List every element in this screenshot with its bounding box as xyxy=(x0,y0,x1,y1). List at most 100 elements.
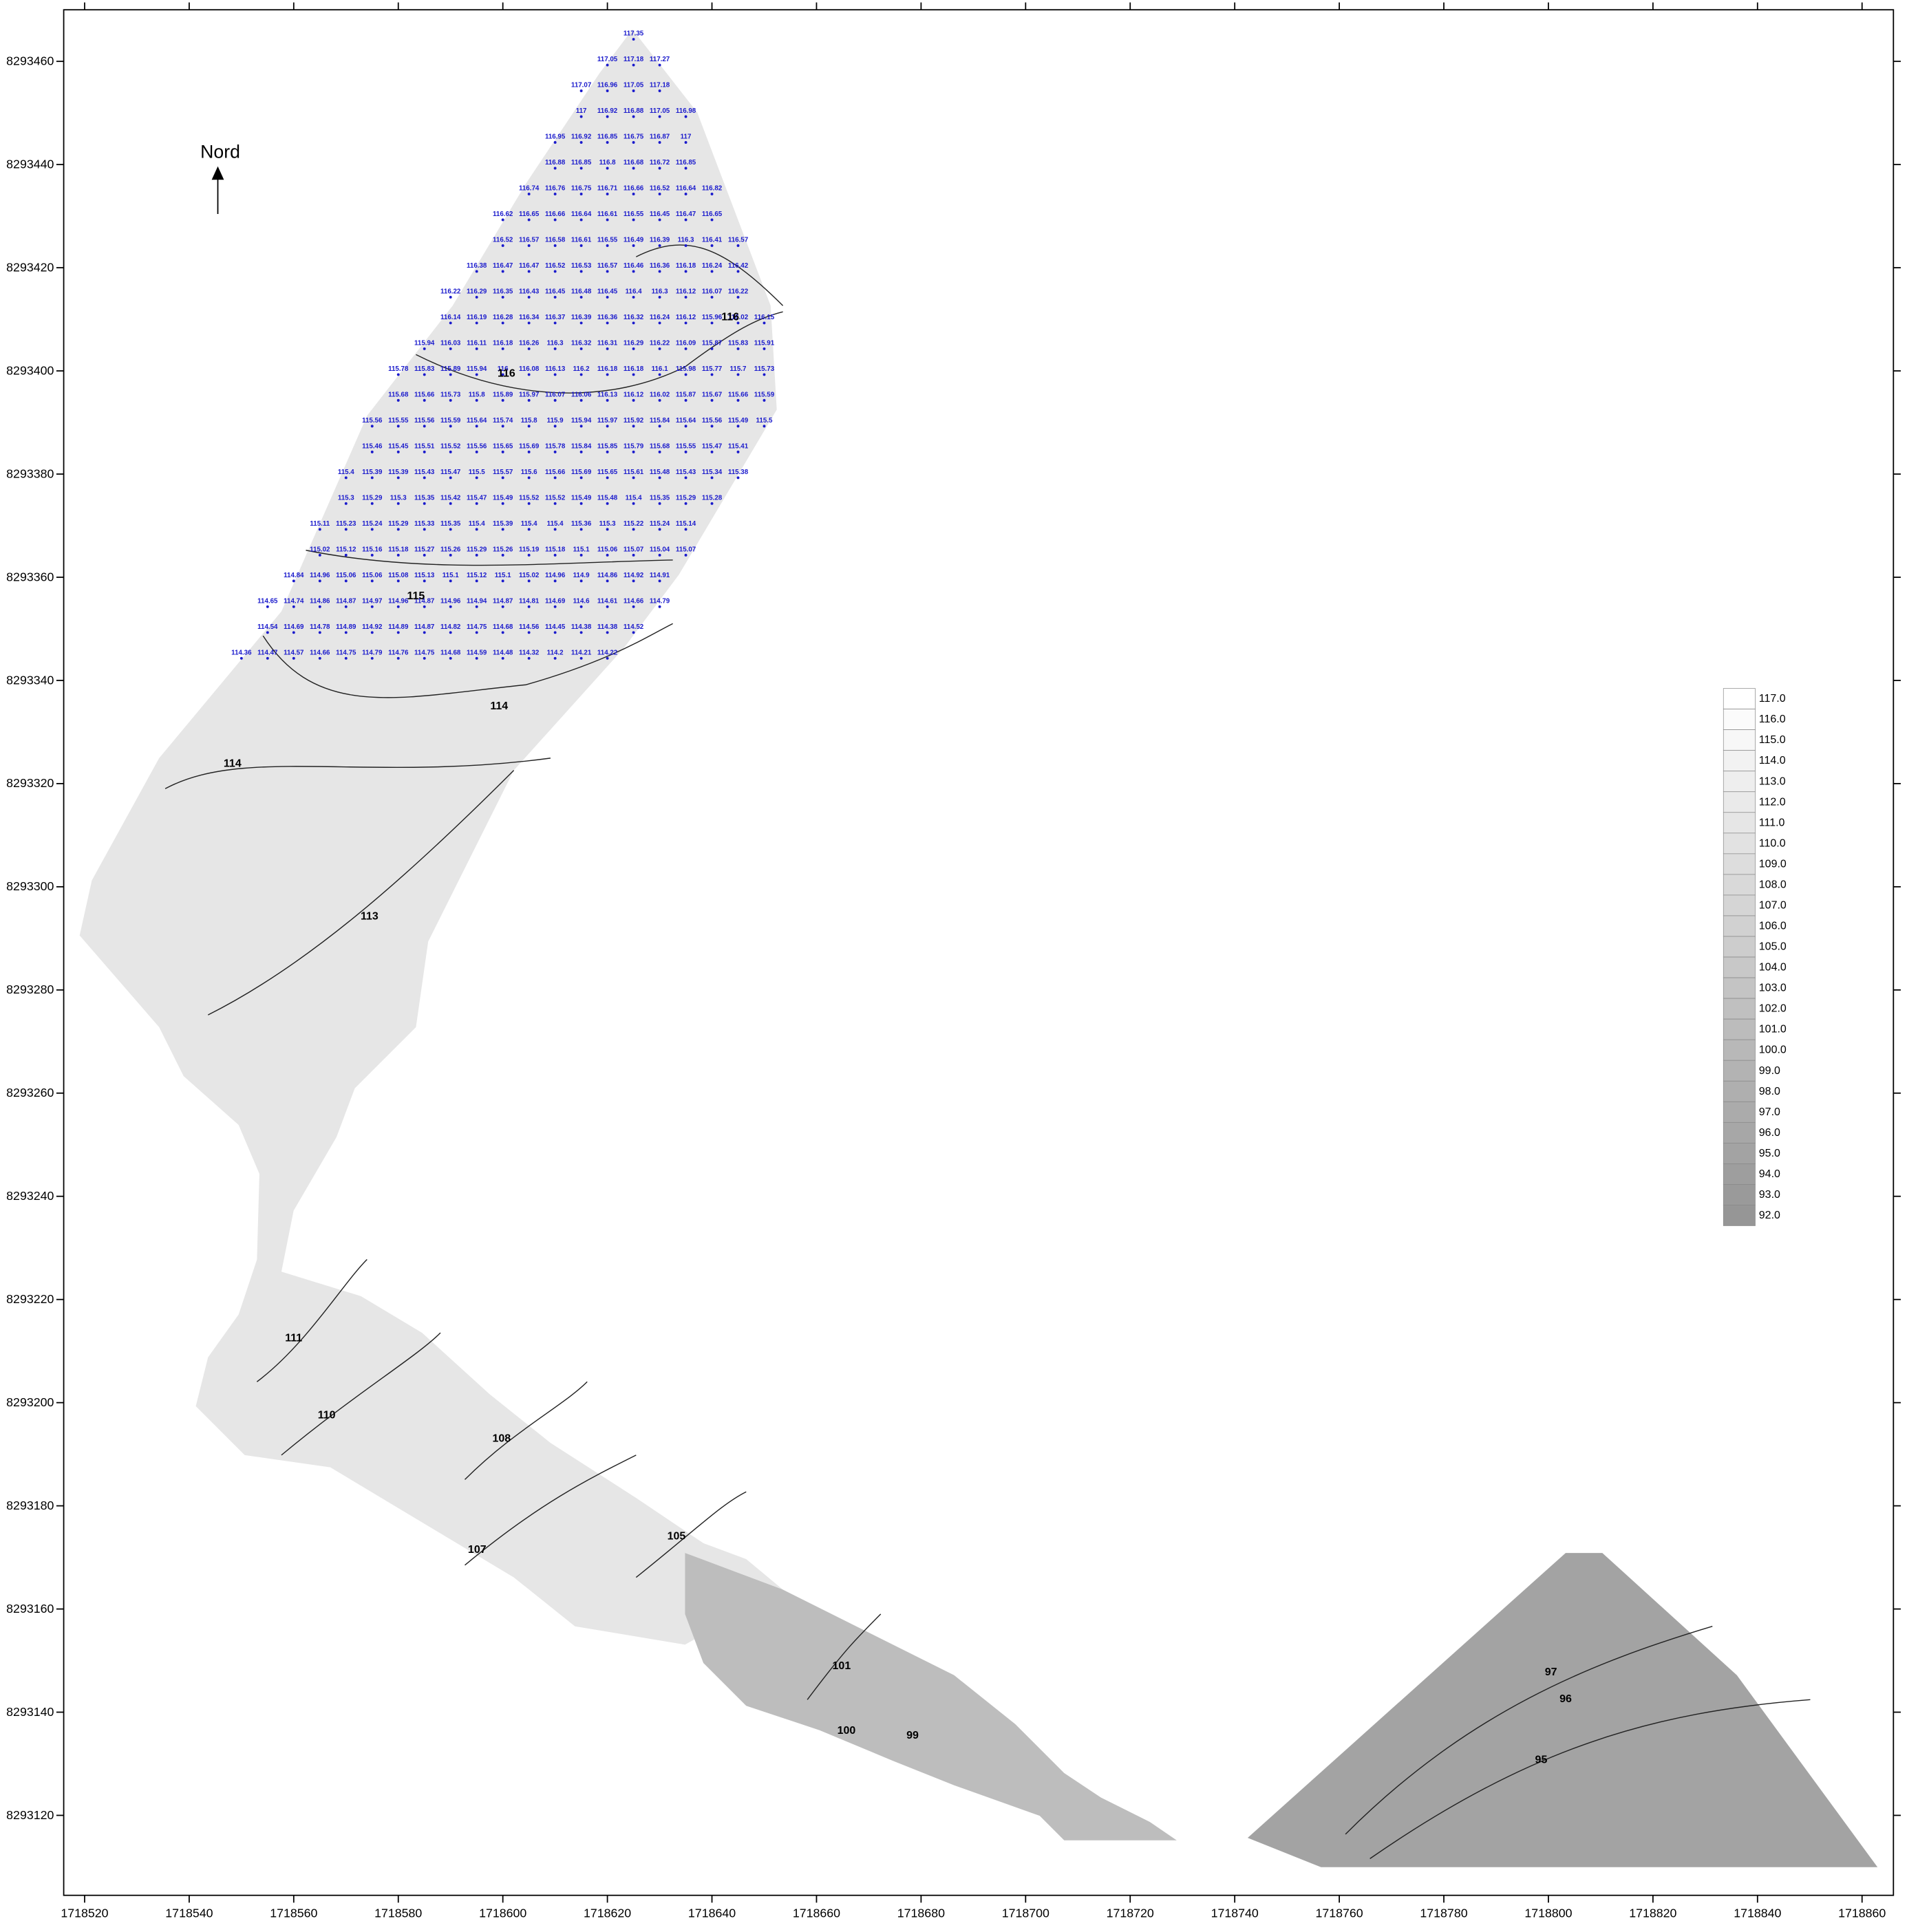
spot-height: 116.53 xyxy=(571,262,592,270)
spot-point xyxy=(685,193,688,195)
spot-point xyxy=(266,605,269,608)
spot-height: 114.54 xyxy=(257,623,278,631)
spot-height: 114.79 xyxy=(362,649,383,656)
spot-point xyxy=(502,399,504,402)
spot-height: 116.55 xyxy=(624,211,644,218)
spot-height: 115.56 xyxy=(702,417,723,425)
spot-height: 115.48 xyxy=(650,469,670,476)
spot-height: 114.75 xyxy=(336,649,356,656)
spot-height: 114.84 xyxy=(284,572,304,579)
spot-height: 116.68 xyxy=(624,159,644,167)
y-tick-label: 8293280 xyxy=(6,983,54,996)
spot-point xyxy=(632,193,635,195)
spot-height: 116.61 xyxy=(597,211,618,218)
x-tick-label: 1718760 xyxy=(1315,1907,1363,1920)
spot-point xyxy=(528,451,531,453)
spot-point xyxy=(554,321,557,324)
legend-label: 111.0 xyxy=(1759,817,1785,828)
spot-height: 116.12 xyxy=(624,391,644,399)
spot-height: 116.52 xyxy=(493,237,513,244)
spot-point xyxy=(528,296,531,299)
spot-point xyxy=(502,502,504,505)
spot-height: 116.58 xyxy=(545,237,566,244)
spot-height: 115.33 xyxy=(414,520,435,528)
spot-point xyxy=(659,296,661,299)
spot-point xyxy=(606,141,609,144)
spot-point xyxy=(659,116,661,118)
spot-point xyxy=(685,321,688,324)
spot-height: 115.47 xyxy=(440,469,460,476)
spot-point xyxy=(632,141,635,144)
spot-point xyxy=(685,399,688,402)
spot-height: 116.29 xyxy=(467,288,487,296)
spot-height: 116.3 xyxy=(547,340,564,347)
spot-point xyxy=(397,399,400,402)
legend-cell xyxy=(1723,833,1755,854)
spot-height: 115.48 xyxy=(597,495,618,502)
spot-point xyxy=(397,373,400,376)
spot-height: 116.49 xyxy=(624,237,644,244)
legend-label: 100.0 xyxy=(1759,1044,1787,1056)
spot-point xyxy=(685,502,688,505)
spot-height: 116.52 xyxy=(650,185,670,193)
spot-height: 115.3 xyxy=(338,495,354,502)
spot-point xyxy=(292,605,295,608)
spot-point xyxy=(345,554,348,557)
spot-height: 114.68 xyxy=(493,623,513,631)
spot-height: 115.66 xyxy=(728,391,749,399)
spot-height: 116.1 xyxy=(652,365,668,373)
spot-point xyxy=(580,89,583,92)
spot-point xyxy=(659,219,661,222)
spot-point xyxy=(397,657,400,660)
spot-point xyxy=(580,657,583,660)
spot-point xyxy=(659,141,661,144)
spot-point xyxy=(606,373,609,376)
legend-label: 95.0 xyxy=(1759,1148,1780,1159)
spot-point xyxy=(763,425,766,427)
spot-height: 116.47 xyxy=(519,262,539,270)
y-tick-label: 8293200 xyxy=(6,1395,54,1409)
spot-height: 116.98 xyxy=(676,107,696,115)
spot-point xyxy=(659,528,661,530)
x-tick-label: 1718720 xyxy=(1107,1907,1154,1920)
spot-point xyxy=(580,244,583,247)
spot-point xyxy=(659,579,661,582)
legend-label: 115.0 xyxy=(1759,734,1786,746)
spot-point xyxy=(423,451,426,453)
spot-point xyxy=(423,476,426,479)
spot-point xyxy=(711,296,714,299)
spot-height: 116.57 xyxy=(728,237,748,244)
spot-point xyxy=(606,554,609,557)
contour-label: 116 xyxy=(498,367,515,379)
spot-height: 115.57 xyxy=(493,469,513,476)
spot-point xyxy=(659,167,661,170)
legend-cell xyxy=(1723,916,1755,936)
spot-point xyxy=(659,425,661,427)
spot-point xyxy=(659,321,661,324)
spot-height: 115.43 xyxy=(676,469,696,476)
spot-height: 116.43 xyxy=(519,288,540,296)
contour-label: 96 xyxy=(1559,1693,1572,1705)
spot-height: 117.27 xyxy=(650,56,670,63)
spot-height: 115.64 xyxy=(467,417,487,425)
spot-height: 115.56 xyxy=(467,443,487,451)
spot-point xyxy=(476,554,478,557)
spot-point xyxy=(580,219,583,222)
spot-point xyxy=(502,321,504,324)
spot-point xyxy=(449,399,452,402)
y-tick-label: 8293400 xyxy=(6,363,54,377)
spot-height: 115.1 xyxy=(495,572,511,579)
spot-point xyxy=(449,425,452,427)
spot-point xyxy=(554,451,557,453)
spot-point xyxy=(423,347,426,350)
spot-height: 115.74 xyxy=(493,417,513,425)
contour-label: 115 xyxy=(407,590,425,602)
legend-label: 103.0 xyxy=(1759,983,1787,994)
legend-cell xyxy=(1723,792,1755,813)
spot-height: 116.88 xyxy=(624,107,644,115)
legend-label: 96.0 xyxy=(1759,1127,1780,1139)
spot-height: 114.96 xyxy=(545,572,566,579)
spot-height: 114.61 xyxy=(597,597,618,605)
spot-height: 115.43 xyxy=(414,469,435,476)
spot-height: 115.6 xyxy=(521,469,537,476)
